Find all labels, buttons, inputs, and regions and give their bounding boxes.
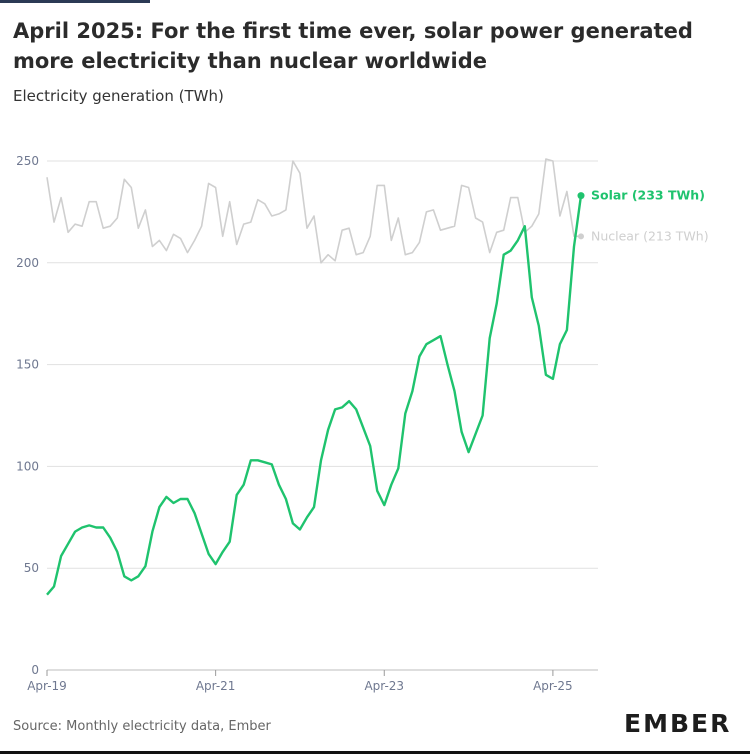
top-accent-bar <box>0 0 150 3</box>
y-tick-label: 150 <box>16 358 39 372</box>
series-lines <box>46 158 583 596</box>
y-tick-label: 0 <box>31 663 39 677</box>
y-tick-label: 200 <box>16 256 39 270</box>
series-end-labels: Nuclear (213 TWh) Solar (233 TWh) <box>577 188 709 243</box>
ember-logo: EMBER <box>624 709 732 738</box>
nuclear-end-point <box>578 233 584 240</box>
y-tick-label: 50 <box>24 561 39 575</box>
x-tick-label: Apr-25 <box>533 679 573 693</box>
y-tick-label: 100 <box>16 459 39 473</box>
source-note: Source: Monthly electricity data, Ember <box>13 719 271 734</box>
y-axis-ticks: 0 50 100 150 200 250 <box>16 154 39 677</box>
x-tick-label: Apr-19 <box>27 679 67 693</box>
solar-end-label: Solar (233 TWh) <box>591 188 705 203</box>
nuclear-series-line <box>46 158 581 264</box>
solar-series-line <box>46 195 583 596</box>
nuclear-end-label: Nuclear (213 TWh) <box>591 228 709 243</box>
y-tick-label: 250 <box>16 154 39 168</box>
chart-title: April 2025: For the first time ever, sol… <box>13 19 693 73</box>
x-tick-label: Apr-23 <box>364 679 404 693</box>
chart-subtitle: Electricity generation (TWh) <box>13 87 224 105</box>
x-axis: Apr-19 Apr-21 Apr-23 Apr-25 <box>27 670 573 693</box>
x-tick-label: Apr-21 <box>196 679 236 693</box>
line-chart: 0 50 100 150 200 250 Apr-19 Apr-21 Apr-23 Apr-25… <box>16 154 709 693</box>
bottom-border <box>0 751 750 754</box>
gridlines <box>47 160 598 671</box>
solar-end-point <box>577 192 585 200</box>
